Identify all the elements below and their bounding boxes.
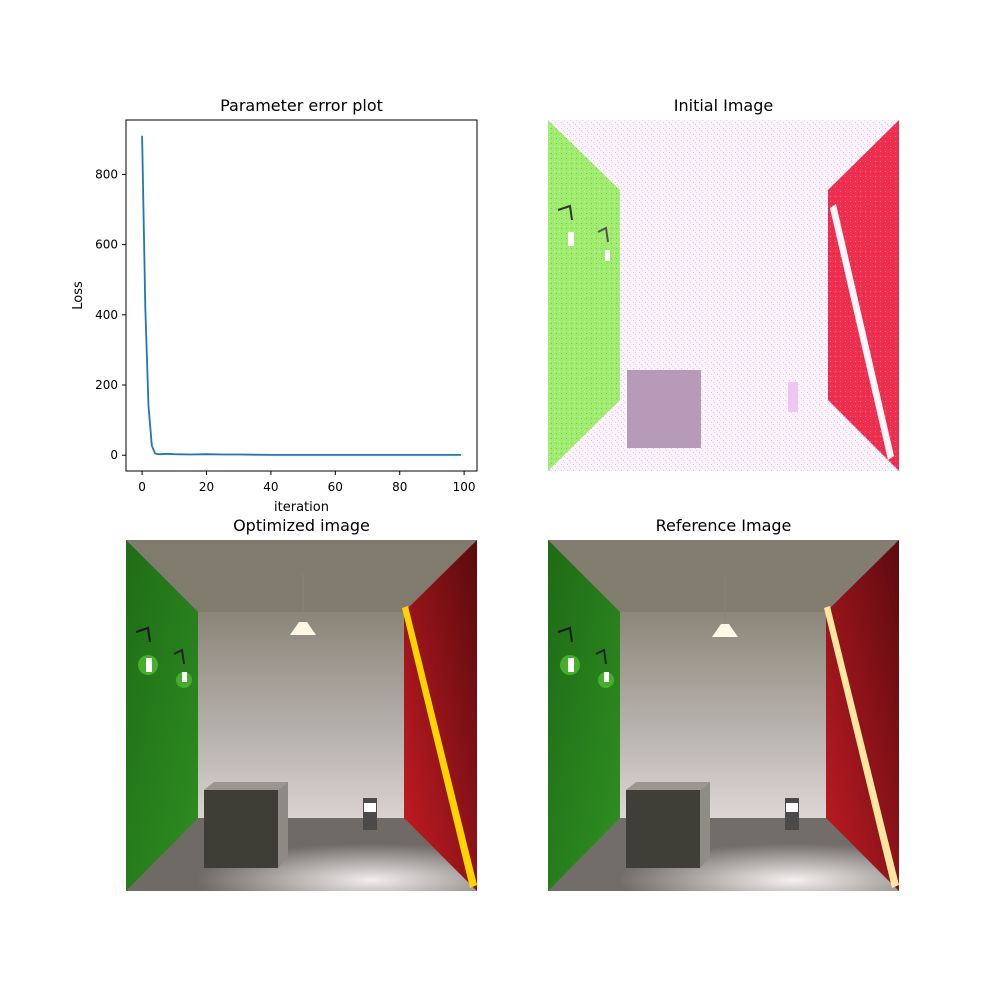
reference-image xyxy=(548,540,899,891)
reference-ceiling xyxy=(548,540,899,612)
optimized-image xyxy=(126,540,477,891)
initial-image xyxy=(548,120,899,471)
optimized-ceiling-lamp xyxy=(290,574,316,635)
optimized-image-title: Optimized image xyxy=(233,516,370,535)
reference-wall-lights xyxy=(557,626,614,688)
initial-wall-lights xyxy=(557,204,610,261)
reference-box xyxy=(626,782,710,868)
x-axis-label: iteration xyxy=(274,500,329,515)
initial-image-title: Initial Image xyxy=(673,96,774,115)
optimized-red-wall xyxy=(404,540,477,891)
y-axis-label: Loss xyxy=(71,281,86,310)
plot-title: Parameter error plot xyxy=(220,96,383,115)
y-tick-label: 200 xyxy=(95,378,118,392)
x-tick-label: 20 xyxy=(199,480,214,494)
optimized-ceiling xyxy=(126,540,477,612)
optimized-green-wall xyxy=(126,540,198,891)
reference-ceiling-lamp xyxy=(712,574,738,637)
optimized-floor-lamp xyxy=(363,798,377,830)
initial-light-strip xyxy=(830,204,894,460)
optimized-box xyxy=(204,782,288,868)
y-tick-label: 600 xyxy=(95,238,118,252)
reference-red-wall xyxy=(826,540,899,891)
y-tick-label: 0 xyxy=(110,448,118,462)
initial-red-wall xyxy=(828,120,899,471)
reference-image-title: Reference Image xyxy=(655,516,792,535)
y-tick-label: 400 xyxy=(95,308,118,322)
reference-green-wall xyxy=(548,540,620,891)
x-tick-label: 100 xyxy=(453,480,476,494)
loss-series-line xyxy=(141,135,461,456)
x-tick-label: 40 xyxy=(263,480,278,494)
x-tick-label: 80 xyxy=(392,480,407,494)
x-tick-label: 0 xyxy=(138,480,146,494)
x-tick-label: 60 xyxy=(328,480,343,494)
initial-lamp xyxy=(788,382,798,412)
loss-chart: 0 20 40 60 80 100 0 200 400 600 800 iteration Loss xyxy=(71,119,478,515)
reference-light-strip xyxy=(824,606,899,888)
initial-box xyxy=(627,370,701,448)
plot-frame xyxy=(125,119,478,472)
y-tick-label: 800 xyxy=(95,167,118,181)
reference-floor-lamp xyxy=(785,798,799,830)
optimized-light-strip xyxy=(402,606,477,888)
optimized-wall-lights xyxy=(135,626,192,688)
